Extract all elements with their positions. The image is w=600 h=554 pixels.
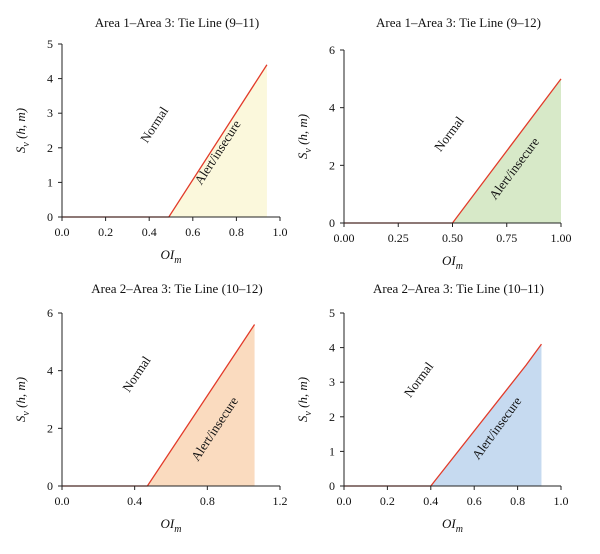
x-tick-label: 0.8 [229,225,244,239]
x-tick-label: 1.0 [273,225,288,239]
y-tick-label: 4 [329,341,335,355]
chart-title: Area 2–Area 3: Tie Line (10–12) [91,281,263,296]
x-tick-label: 1.2 [273,494,288,508]
chart-panel-3: 0.0 0.4 0.8 1.2 0 2 4 6 Area 2–Area 3: Tie Line … [13,281,288,535]
alert-region-fill [62,324,255,486]
chart-panel-2: 0.00 0.25 0.50 0.75 1.00 0 2 4 6 Area 1–Area 3: T… [295,15,572,272]
y-tick-label: 3 [329,375,335,389]
y-tick-label: 6 [47,306,53,320]
x-tick-label: 0.25 [388,231,409,245]
y-tick-label: 0 [329,216,335,230]
x-tick-label: 1.0 [554,494,569,508]
normal-region-label: Normal [401,359,437,400]
chart-panel-4: 0.0 0.2 0.4 0.6 0.8 1.0 0 1 2 3 4 5 Area 2–Area 3: T… [295,281,569,535]
x-tick-label: 0.0 [55,225,70,239]
normal-region-label: Normal [431,113,467,154]
alert-region-fill [344,344,542,486]
y-tick-label: 4 [47,72,53,86]
x-tick-label: 0.4 [423,494,438,508]
x-tick-label: 0.50 [442,231,463,245]
x-tick-label: 1.00 [551,231,572,245]
y-tick-label: 4 [47,364,53,378]
y-axis-label: Sv (h, m) [13,108,32,153]
normal-region-label: Normal [137,104,171,146]
y-tick-label: 0 [329,479,335,493]
y-tick-label: 0 [47,479,53,493]
y-tick-label: 2 [329,410,335,424]
y-axis-label: Sv (h, m) [295,377,314,422]
x-tick-label: 0.2 [380,494,395,508]
alert-region-fill [62,64,267,217]
x-tick-label: 0.6 [185,225,200,239]
y-tick-label: 2 [47,421,53,435]
y-tick-label: 2 [47,141,53,155]
x-tick-label: 0.0 [55,494,70,508]
x-tick-label: 0.75 [496,231,517,245]
y-tick-label: 5 [329,306,335,320]
y-tick-label: 4 [329,101,335,115]
y-tick-label: 3 [47,106,53,120]
x-tick-label: 0.0 [337,494,352,508]
x-tick-label: 0.4 [142,225,157,239]
x-tick-label: 0.8 [510,494,525,508]
y-axis-label: Sv (h, m) [13,377,32,422]
chart-panel-1: 0.0 0.2 0.4 0.6 0.8 1.0 0 1 2 3 4 5 Area 1–Area 3: T… [13,15,288,266]
x-axis-label: OIm [161,247,182,266]
x-tick-label: 0.8 [200,494,215,508]
x-axis-label: OIm [442,253,463,272]
chart-title: Area 2–Area 3: Tie Line (10–11) [373,281,544,296]
x-tick-label: 0.4 [127,494,142,508]
y-tick-label: 1 [329,444,335,458]
y-axis-label: Sv (h, m) [295,114,314,159]
x-axis-label: OIm [442,516,463,535]
y-tick-label: 1 [47,175,53,189]
y-tick-label: 6 [329,43,335,57]
y-tick-label: 0 [47,210,53,224]
chart-title: Area 1–Area 3: Tie Line (9–11) [95,15,260,30]
x-tick-label: 0.2 [98,225,113,239]
chart-title: Area 1–Area 3: Tie Line (9–12) [376,15,541,30]
alert-region-fill [344,78,561,223]
x-axis-label: OIm [161,516,182,535]
y-tick-label: 5 [47,37,53,51]
x-tick-label: 0.6 [467,494,482,508]
y-tick-label: 2 [329,158,335,172]
x-tick-label: 0.00 [334,231,355,245]
normal-region-label: Normal [119,353,154,395]
